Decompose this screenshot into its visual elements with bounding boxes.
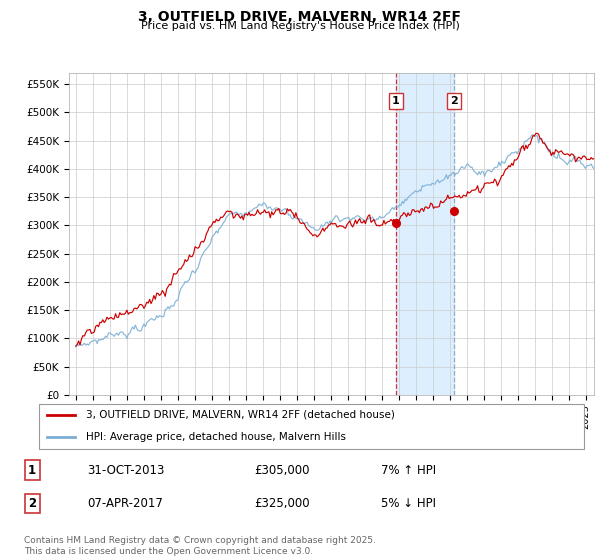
- Text: 3, OUTFIELD DRIVE, MALVERN, WR14 2FF (detached house): 3, OUTFIELD DRIVE, MALVERN, WR14 2FF (de…: [86, 410, 395, 420]
- Text: Price paid vs. HM Land Registry's House Price Index (HPI): Price paid vs. HM Land Registry's House …: [140, 21, 460, 31]
- Text: 07-APR-2017: 07-APR-2017: [87, 497, 163, 510]
- Text: 1: 1: [392, 96, 400, 106]
- FancyBboxPatch shape: [39, 404, 584, 449]
- Text: £325,000: £325,000: [254, 497, 310, 510]
- Text: HPI: Average price, detached house, Malvern Hills: HPI: Average price, detached house, Malv…: [86, 432, 346, 442]
- Text: 2: 2: [28, 497, 36, 510]
- Text: Contains HM Land Registry data © Crown copyright and database right 2025.
This d: Contains HM Land Registry data © Crown c…: [24, 536, 376, 556]
- Text: 31-OCT-2013: 31-OCT-2013: [87, 464, 164, 477]
- Text: 3, OUTFIELD DRIVE, MALVERN, WR14 2FF: 3, OUTFIELD DRIVE, MALVERN, WR14 2FF: [139, 10, 461, 24]
- Bar: [396, 73, 454, 395]
- Text: 5% ↓ HPI: 5% ↓ HPI: [380, 497, 436, 510]
- Text: 1: 1: [28, 464, 36, 477]
- Text: 7% ↑ HPI: 7% ↑ HPI: [380, 464, 436, 477]
- Text: 2: 2: [450, 96, 458, 106]
- Text: £305,000: £305,000: [254, 464, 310, 477]
